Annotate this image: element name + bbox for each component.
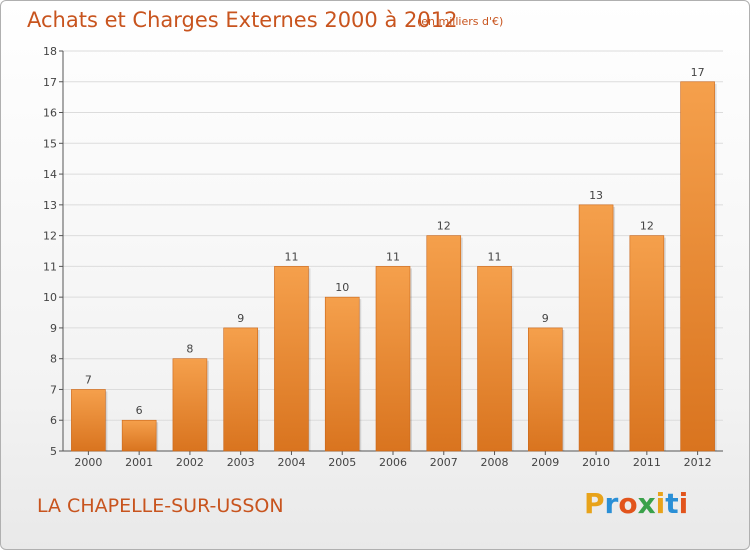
y-tick-label: 13 xyxy=(43,199,57,212)
chart-subtitle: (en milliers d'€) xyxy=(417,15,504,28)
y-tick-label: 9 xyxy=(50,322,57,335)
data-label-2003: 9 xyxy=(237,312,244,325)
x-tick-label-2010: 2010 xyxy=(582,456,610,469)
y-tick-label: 14 xyxy=(43,168,57,181)
y-tick-label: 7 xyxy=(50,383,57,396)
x-tick-label-2003: 2003 xyxy=(227,456,255,469)
x-tick-label-2000: 2000 xyxy=(74,456,102,469)
x-tick-label-2007: 2007 xyxy=(430,456,458,469)
x-tick-label-2008: 2008 xyxy=(481,456,509,469)
bar-2009 xyxy=(528,327,563,452)
data-label-2008: 11 xyxy=(488,250,502,263)
x-tick-label-2009: 2009 xyxy=(531,456,559,469)
commune-name: LA CHAPELLE-SUR-USSON xyxy=(37,495,284,517)
logo-letter: i xyxy=(655,487,666,520)
x-tick-label-2011: 2011 xyxy=(633,456,661,469)
y-tick-label: 6 xyxy=(50,414,57,427)
chart-title: Achats et Charges Externes 2000 à 2012 xyxy=(27,8,458,32)
logo-letter: P xyxy=(584,487,605,520)
bar-2002 xyxy=(172,358,208,452)
data-label-2012: 17 xyxy=(691,66,705,79)
logo-letter: i xyxy=(678,487,689,520)
data-label-2001: 6 xyxy=(136,404,143,417)
x-tick-label-2005: 2005 xyxy=(328,456,356,469)
y-tick-label: 5 xyxy=(50,445,57,458)
y-tick-label: 17 xyxy=(43,76,57,89)
bar-2010 xyxy=(578,204,614,452)
data-label-2004: 11 xyxy=(284,250,298,263)
data-label-2000: 7 xyxy=(85,373,92,386)
bar-2011 xyxy=(629,235,665,452)
x-tick-label-2004: 2004 xyxy=(277,456,305,469)
bar-2000 xyxy=(71,389,106,452)
bar-2005 xyxy=(324,296,360,452)
data-labels: 7 6 8 9 11 10 11 12 11 9 13 12 17 xyxy=(85,66,705,417)
logo-letter: t xyxy=(665,487,679,520)
data-label-2002: 8 xyxy=(186,343,193,356)
data-label-2005: 10 xyxy=(335,281,349,294)
bar-2012 xyxy=(680,81,715,452)
logo-letter: x xyxy=(637,487,656,520)
data-label-2010: 13 xyxy=(589,189,603,202)
bar-2008 xyxy=(477,266,512,452)
x-tick-label-2012: 2012 xyxy=(684,456,712,469)
data-label-2011: 12 xyxy=(640,220,654,233)
logo-letter: r xyxy=(604,487,619,520)
bars xyxy=(71,81,717,452)
y-tick-label: 10 xyxy=(43,291,57,304)
y-tick-label: 12 xyxy=(43,230,57,243)
data-label-2009: 9 xyxy=(542,312,549,325)
y-tick-label: 11 xyxy=(43,260,57,273)
y-tick-label: 16 xyxy=(43,107,57,120)
bar-2007 xyxy=(426,235,462,452)
x-tick-label-2001: 2001 xyxy=(125,456,153,469)
bar-2001 xyxy=(121,419,157,452)
proxiti-logo: Proxiti xyxy=(584,487,688,520)
bar-2006 xyxy=(375,266,411,452)
y-tick-label: 15 xyxy=(43,137,57,150)
y-tick-label: 18 xyxy=(43,45,57,58)
bar-2003 xyxy=(223,327,258,452)
data-label-2006: 11 xyxy=(386,250,400,263)
x-tick-label-2002: 2002 xyxy=(176,456,204,469)
x-tick-label-2006: 2006 xyxy=(379,456,407,469)
logo-letter: o xyxy=(618,487,638,520)
bar-2004 xyxy=(274,266,309,452)
y-tick-label: 8 xyxy=(50,353,57,366)
data-label-2007: 12 xyxy=(437,220,451,233)
